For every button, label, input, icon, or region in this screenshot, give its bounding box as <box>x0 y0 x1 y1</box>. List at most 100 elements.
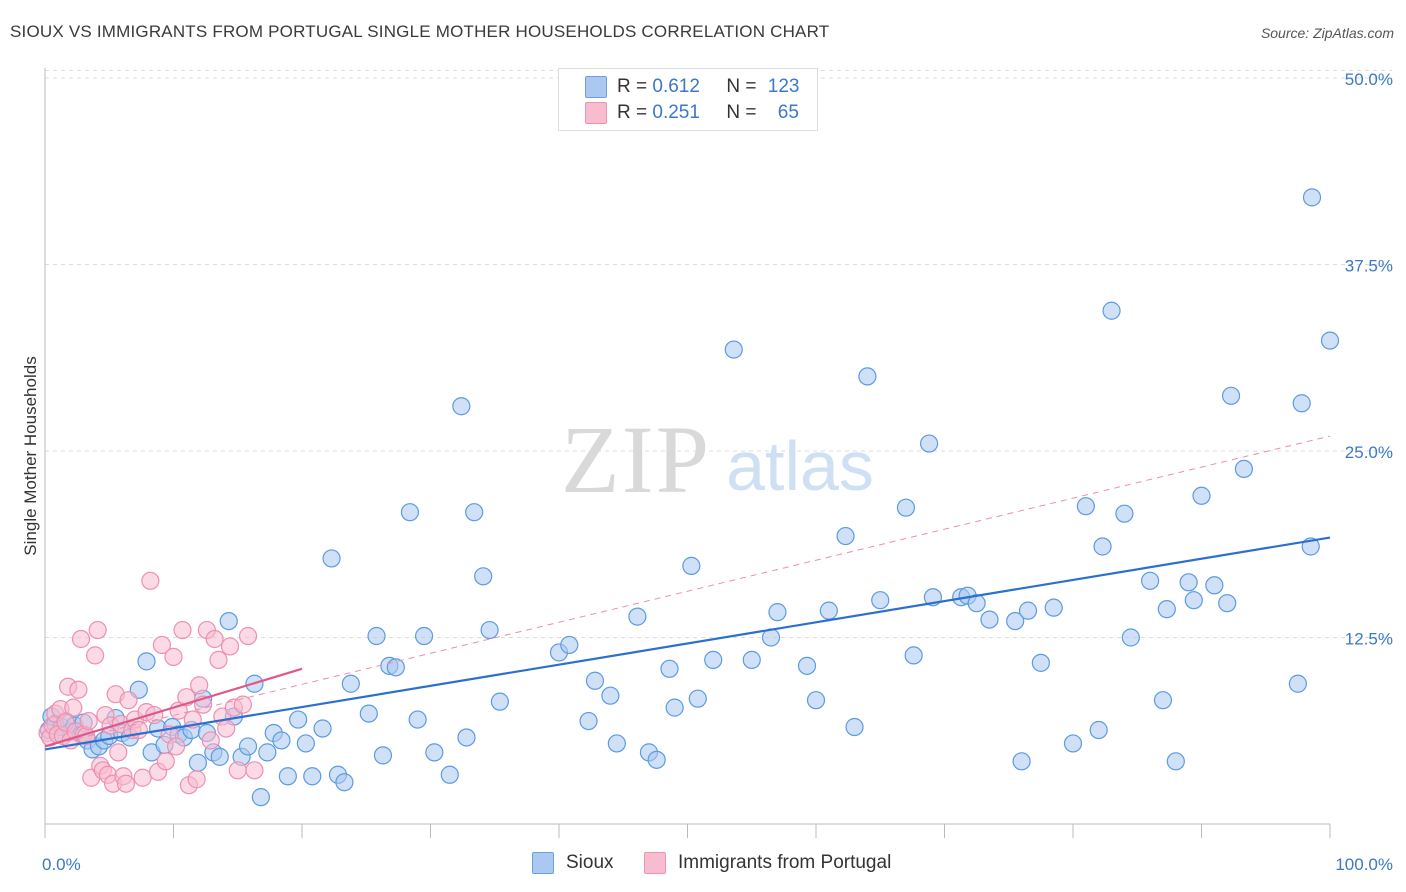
sioux-point <box>1076 497 1095 516</box>
sioux-point <box>1089 720 1108 740</box>
legend-swatch-sioux <box>585 76 607 98</box>
sioux-point <box>1063 734 1083 753</box>
sioux-point <box>1205 576 1224 595</box>
sioux-point <box>219 611 238 631</box>
sioux-point <box>688 689 707 708</box>
portugal-point <box>69 680 88 699</box>
tick-labels: 12.5% 25.0% 37.5% 50.0% 0.0% 100.0% <box>42 70 1393 874</box>
portugal-point <box>71 629 91 649</box>
portugal-point <box>228 761 247 780</box>
sioux-point <box>797 656 817 675</box>
portugal-point <box>217 719 236 738</box>
sioux-point <box>980 610 999 629</box>
portugal-point <box>245 761 264 780</box>
legend-r-label: R = <box>617 102 653 123</box>
legend-row-portugal: R = 0.251 N = 65 <box>585 100 799 126</box>
sioux-point <box>474 567 493 586</box>
axes <box>44 68 1331 838</box>
portugal-point <box>119 691 138 710</box>
y-tick-label: 25.0% <box>1345 443 1393 462</box>
watermark-zip: ZIP <box>561 406 711 513</box>
sioux-point <box>560 635 579 655</box>
sioux-point <box>490 692 509 711</box>
sioux-point <box>579 711 598 731</box>
sioux-point <box>272 731 291 750</box>
portugal-point <box>190 676 209 695</box>
sioux-point <box>137 652 156 671</box>
portugal-trend-line <box>44 667 303 748</box>
sioux-point <box>210 747 229 766</box>
data-points <box>38 188 1340 807</box>
sioux-point <box>742 650 761 669</box>
legend: R = 0.612 N = 123 R = 0.251 N = 65 <box>558 68 818 131</box>
sioux-point <box>724 340 743 359</box>
y-tick-label: 12.5% <box>1345 630 1393 649</box>
sioux-point <box>289 710 308 729</box>
sioux-point <box>904 646 923 665</box>
y-tick-label: 37.5% <box>1345 257 1393 276</box>
sioux-point <box>1093 537 1112 556</box>
sioux-point <box>601 686 620 705</box>
legend-n-value: 123 <box>767 76 800 97</box>
sioux-point <box>585 671 605 690</box>
sioux-point <box>367 626 386 646</box>
sioux-point <box>322 549 341 568</box>
legend-r-value: 0.251 <box>652 102 700 123</box>
sioux-point <box>704 650 723 669</box>
portugal-point <box>201 731 220 750</box>
portugal-point <box>133 768 152 787</box>
sioux-point <box>296 734 315 753</box>
sioux-point <box>408 710 427 729</box>
legend-swatch-portugal <box>585 102 607 124</box>
portugal-point <box>164 647 183 666</box>
sioux-point <box>1012 752 1031 771</box>
sioux-point <box>1031 653 1050 672</box>
sioux-point <box>335 773 354 792</box>
sioux-point <box>1115 504 1134 523</box>
sioux-point <box>373 746 393 765</box>
bottom-legend-label-portugal: Immigrants from Portugal <box>678 852 892 873</box>
portugal-point <box>88 620 107 640</box>
sioux-point <box>871 591 890 610</box>
sioux-point <box>1221 386 1241 405</box>
sioux-point <box>836 526 855 546</box>
y-axis-label: Single Mother Households <box>21 356 40 555</box>
portugal-point <box>187 770 206 789</box>
sioux-point <box>400 503 420 522</box>
sioux-point <box>303 767 322 786</box>
portugal-point <box>152 635 172 655</box>
sioux-point <box>414 626 434 646</box>
portugal-point <box>173 620 192 640</box>
legend-n-label: N = <box>726 102 762 123</box>
sioux-point <box>1166 752 1185 771</box>
sioux-point <box>425 743 444 762</box>
portugal-point <box>86 646 105 665</box>
legend-n-value: 65 <box>777 102 799 123</box>
legend-r-value: 0.612 <box>652 76 700 97</box>
portugal-point <box>109 743 128 762</box>
x-tick-label: 0.0% <box>42 855 81 874</box>
sioux-point <box>682 556 701 575</box>
sioux-point <box>238 737 258 756</box>
legend-r-label: R = <box>617 76 653 97</box>
sioux-point <box>1102 301 1121 320</box>
sioux-point <box>1218 594 1237 613</box>
sioux-point <box>1179 573 1198 592</box>
sioux-point <box>845 717 864 737</box>
sioux-point <box>1184 591 1203 610</box>
sioux-point <box>819 601 838 620</box>
sioux-point <box>1302 188 1322 207</box>
portugal-point <box>209 650 228 669</box>
sioux-point <box>660 659 679 678</box>
portugal-point <box>116 774 136 793</box>
sioux-point <box>1006 611 1025 631</box>
sioux-point <box>1234 459 1254 479</box>
sioux-point <box>607 734 626 753</box>
sioux-point <box>258 743 277 762</box>
sioux-trend-line <box>44 536 1331 751</box>
y-tick-label: 50.0% <box>1345 70 1393 89</box>
x-tick-label: 100.0% <box>1335 855 1393 874</box>
legend-n-label: N = <box>726 76 762 97</box>
sioux-point <box>768 603 787 622</box>
